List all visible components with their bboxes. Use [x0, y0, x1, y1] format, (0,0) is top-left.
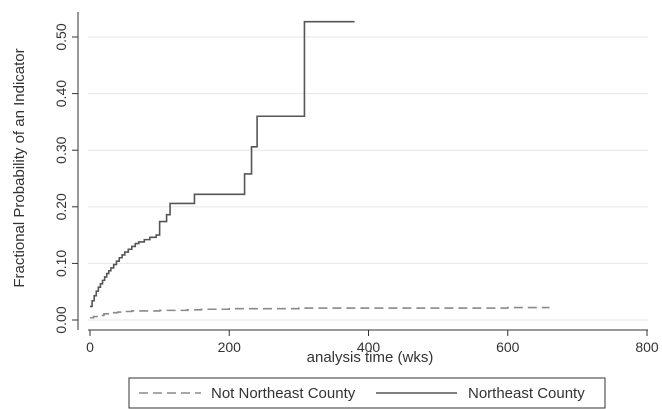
legend-label-not-northeast-county: Not Northeast County [211, 385, 356, 402]
grid-lines [88, 36, 648, 321]
series-line-not-northeast-county [90, 306, 550, 319]
y-tick-label: 0.00 [53, 306, 69, 333]
x-axis-title: analysis time (wks) [307, 349, 434, 366]
x-tick-label: 0 [86, 339, 94, 355]
y-tick-label: 0.50 [53, 23, 69, 50]
x-tick-label: 800 [635, 339, 659, 355]
y-tick-label: 0.40 [53, 80, 69, 107]
legend-box [128, 377, 606, 409]
y-axis-title: Fractional Probability of an Indicator [11, 48, 28, 287]
y-tick-label: 0.20 [53, 193, 69, 220]
series-line-northeast-county [90, 20, 355, 308]
x-tick-label: 200 [218, 339, 242, 355]
x-axis-ticks: 0 200 400 600 800 [86, 330, 659, 355]
x-tick-label: 400 [357, 339, 381, 355]
legend: Not Northeast County Northeast County [128, 377, 606, 409]
x-tick-label: 600 [496, 339, 520, 355]
legend-label-northeast-county: Northeast County [468, 385, 585, 402]
y-axis-ticks: 0.00 0.10 0.20 0.30 0.40 0.50 [53, 23, 78, 334]
y-tick-label: 0.10 [53, 250, 69, 277]
y-tick-label: 0.30 [53, 136, 69, 163]
series-lines [90, 20, 550, 319]
